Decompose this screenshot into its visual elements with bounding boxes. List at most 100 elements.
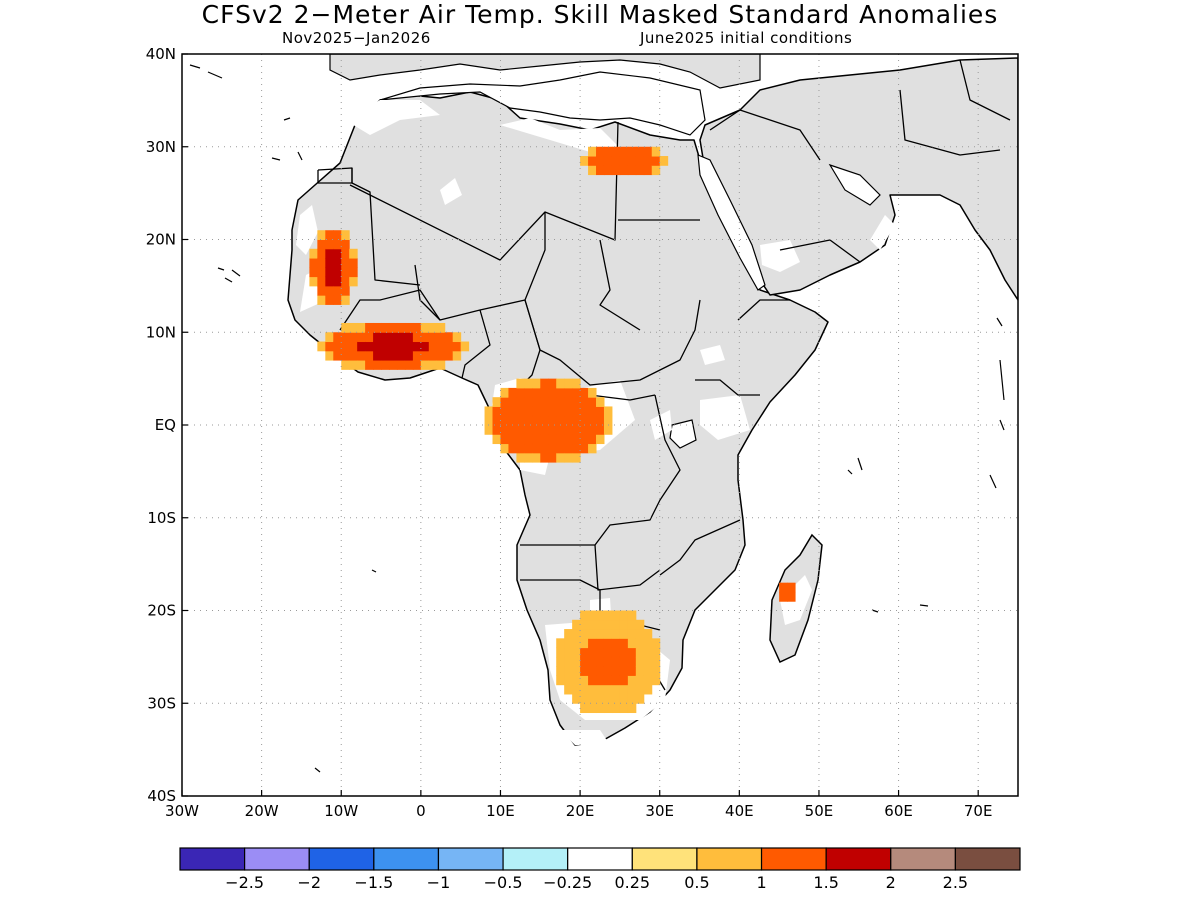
- anomaly-cell: [596, 647, 605, 658]
- anomaly-cell: [396, 360, 406, 370]
- anomaly-cell: [572, 666, 581, 676]
- anomaly-cell: [603, 638, 613, 649]
- anomaly-cell: [596, 434, 605, 445]
- anomaly-cell: [580, 425, 589, 435]
- anomaly-cell: [596, 146, 605, 157]
- colorbar-swatch: [502, 847, 569, 871]
- anomaly-cell: [333, 276, 342, 287]
- anomaly-cell: [556, 397, 565, 407]
- anomaly-cell: [580, 666, 589, 676]
- anomaly-cell: [603, 610, 613, 621]
- anomaly-cell: [611, 619, 621, 630]
- anomaly-cell: [588, 610, 597, 621]
- anomaly-cell: [627, 165, 637, 176]
- anomaly-cell: [580, 415, 589, 426]
- anomaly-cell: [548, 425, 557, 435]
- anomaly-cell: [516, 434, 525, 445]
- anomaly-cell: [428, 350, 438, 361]
- anomaly-cell: [333, 295, 342, 305]
- anomaly-cell: [516, 452, 525, 463]
- anomaly-cell: [611, 656, 621, 667]
- anomaly-cell: [556, 656, 565, 667]
- anomaly-cell: [556, 415, 565, 426]
- anomaly-cell: [317, 285, 326, 296]
- anomaly-cell: [627, 146, 637, 157]
- anomaly-cell: [603, 656, 613, 667]
- anomaly-cell: [436, 322, 446, 333]
- anomaly-cell: [436, 360, 446, 370]
- anomaly-cell: [572, 415, 581, 426]
- anomaly-cell: [651, 156, 661, 166]
- anomaly-cell: [643, 165, 653, 176]
- anomaly-cell: [325, 248, 334, 259]
- anomaly-cell: [588, 693, 597, 704]
- anomaly-cell: [341, 341, 350, 352]
- anomaly-cell: [651, 638, 661, 649]
- mediterranean-sea: [379, 71, 706, 136]
- anomaly-cell: [572, 425, 581, 435]
- anomaly-cell: [341, 360, 350, 370]
- anomaly-cell: [643, 638, 653, 649]
- anomaly-cell: [588, 156, 597, 166]
- anomaly-cell: [428, 360, 438, 370]
- anomaly-cell: [596, 425, 605, 435]
- anomaly-cell: [596, 638, 605, 649]
- anomaly-cell: [532, 415, 541, 426]
- anomaly-cell: [651, 647, 661, 658]
- anomaly-cell: [627, 666, 637, 676]
- anomaly-cell: [643, 647, 653, 658]
- anomaly-cell: [341, 258, 350, 268]
- anomaly-cell: [619, 647, 629, 658]
- anomaly-cell: [396, 322, 406, 333]
- anomaly-cell: [572, 638, 581, 649]
- anomaly-cell: [484, 415, 494, 426]
- anomaly-cell: [635, 666, 645, 676]
- colorbar-label: 0.25: [614, 873, 650, 892]
- anomaly-cell: [596, 629, 605, 639]
- anomaly-cell: [596, 656, 605, 667]
- anomaly-cell: [357, 360, 366, 370]
- y-tick-label: 30S: [147, 694, 176, 712]
- anomaly-cell: [651, 666, 661, 676]
- x-tick-label: 60E: [884, 802, 913, 820]
- anomaly-cell: [492, 434, 501, 445]
- anomaly-cell: [333, 239, 342, 250]
- y-axis: 40N 30N 20N 10N EQ 10S 20S 30S 40S: [146, 45, 188, 805]
- anomaly-cell: [484, 425, 494, 435]
- anomaly-cell: [619, 146, 629, 157]
- colorbar-label: 1: [756, 873, 766, 892]
- small-islands: [189, 64, 1005, 773]
- anomaly-cell: [588, 629, 597, 639]
- anomaly-cell: [603, 619, 613, 630]
- anomaly-cell: [643, 156, 653, 166]
- anomaly-cell: [341, 322, 350, 333]
- anomaly-cell: [643, 146, 653, 157]
- y-tick-label: 10N: [146, 323, 176, 341]
- anomaly-cell: [556, 647, 565, 658]
- anomaly-cell: [779, 591, 788, 602]
- anomaly-cell: [572, 378, 581, 389]
- x-tick-label: 0: [416, 802, 426, 820]
- x-tick-label: 30E: [645, 802, 674, 820]
- anomaly-cell: [420, 360, 430, 370]
- anomaly-cell: [548, 452, 557, 463]
- anomaly-cell: [603, 675, 613, 686]
- anomaly-cell: [508, 425, 517, 435]
- anomaly-cell: [317, 258, 326, 268]
- anomaly-cell: [588, 647, 597, 658]
- persian-gulf: [828, 163, 881, 206]
- anomaly-cell: [556, 666, 565, 676]
- anomaly-cell: [627, 684, 637, 695]
- anomaly-cell: [627, 619, 637, 630]
- y-tick-label: EQ: [155, 416, 176, 434]
- anomaly-cell: [492, 397, 501, 407]
- anomaly-cell: [341, 239, 350, 250]
- colorbar-swatch: [373, 847, 440, 871]
- anomaly-cell: [524, 415, 533, 426]
- colorbar-swatch: [954, 847, 1021, 871]
- anomaly-cell: [420, 341, 430, 352]
- anomaly-cell: [564, 406, 573, 417]
- x-tick-label: 40E: [725, 802, 754, 820]
- anomaly-cell: [540, 452, 549, 463]
- anomaly-cell: [381, 360, 390, 370]
